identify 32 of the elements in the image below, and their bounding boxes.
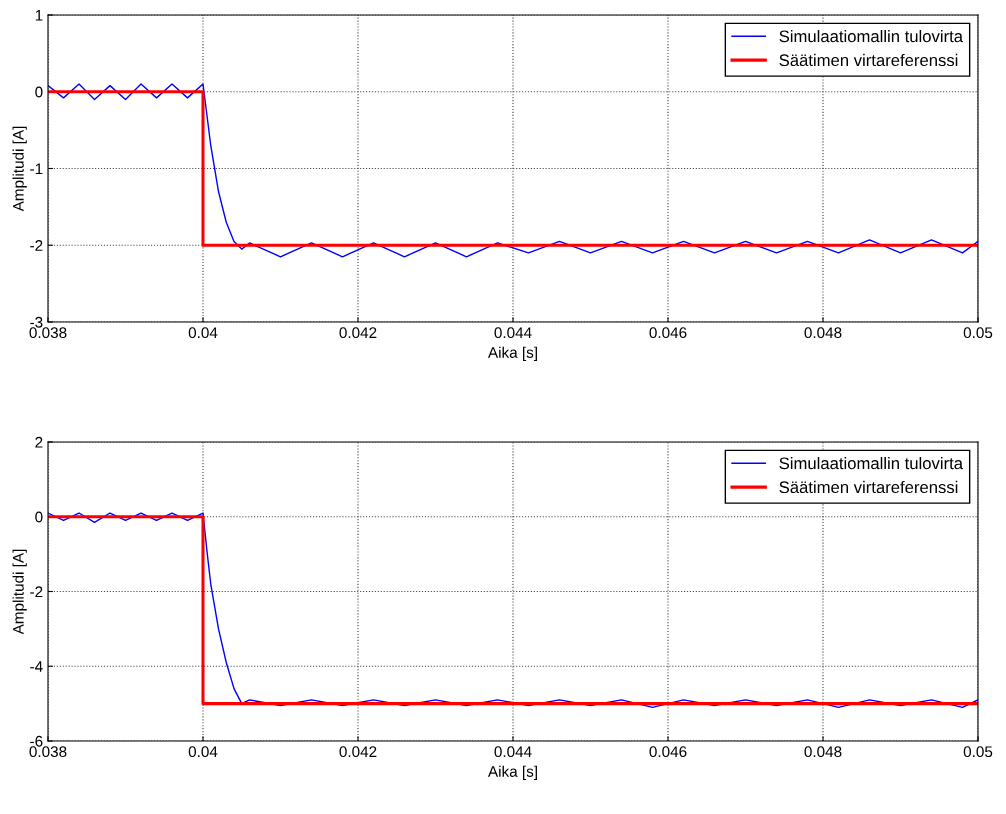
x-tick-label: 0.038 (29, 746, 67, 758)
y-tick-label: 0 (35, 511, 43, 523)
y-tick-label: -4 (30, 661, 43, 672)
x-tick-label: 0.042 (339, 327, 377, 339)
y-tick-label: -2 (30, 240, 43, 251)
x-tick-label: 0.048 (804, 746, 842, 758)
y-tick-label: 0 (35, 86, 43, 98)
y-axis-title: Amplitudi [A] (12, 126, 27, 212)
x-tick-label: 0.048 (804, 327, 842, 339)
y-tick-label: -6 (30, 735, 43, 747)
x-axis-title: Aika [s] (487, 346, 537, 361)
x-tick-label: 0.046 (649, 746, 687, 758)
y-tick-label: 1 (35, 10, 43, 21)
y-axis-title: Amplitudi [A] (12, 549, 27, 635)
x-tick-label: 0.044 (494, 327, 532, 339)
legend-label: Simulaatiomallin tulovirta (779, 457, 964, 470)
legend-label: Säätimen virtareferenssi (779, 480, 958, 494)
x-tick-label: 0.044 (494, 746, 532, 758)
x-tick-label: 0.038 (29, 327, 67, 339)
x-tick-label: 0.046 (649, 327, 687, 339)
x-tick-label: 0.04 (188, 746, 218, 758)
x-tick-label: 0.04 (188, 327, 218, 339)
y-tick-label: -1 (30, 163, 43, 175)
legend-label: Simulaatiomallin tulovirta (779, 30, 964, 43)
legend-label: Säätimen virtareferenssi (779, 53, 958, 67)
x-tick-label: 0.05 (963, 327, 993, 339)
y-tick-label: 2 (35, 436, 43, 448)
x-tick-label: 0.042 (339, 746, 377, 758)
x-axis-title: Aika [s] (487, 765, 537, 780)
x-tick-label: 0.05 (963, 746, 993, 758)
y-tick-label: -2 (30, 586, 43, 598)
y-tick-label: -3 (30, 316, 43, 328)
